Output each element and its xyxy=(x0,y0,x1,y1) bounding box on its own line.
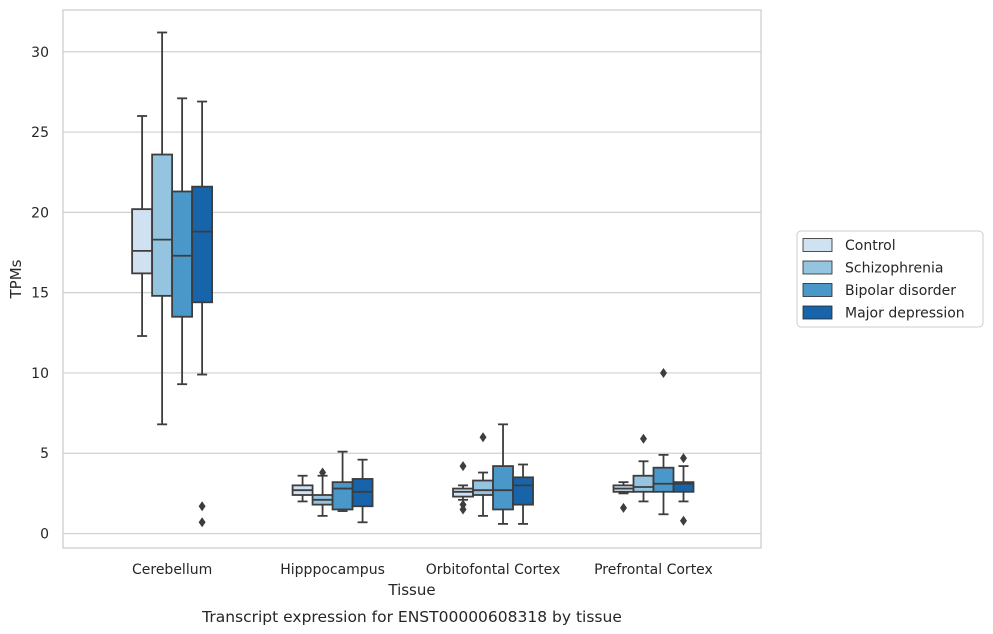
y-tick-label: 15 xyxy=(31,286,49,302)
box-major-depression-3 xyxy=(672,453,695,526)
box-major-depression-1 xyxy=(351,458,374,524)
box-body xyxy=(652,466,675,493)
legend-label: Major depression xyxy=(845,306,965,322)
x-axis-ticks: Cerebellum Hipppocampus Orbitofontal Corte… xyxy=(132,562,713,578)
legend-label: Control xyxy=(845,238,896,254)
legend: Control Schizophrenia Bipolar disorder Majo… xyxy=(796,230,984,328)
box-schizophrenia-0 xyxy=(151,31,174,426)
box-body xyxy=(151,153,174,297)
legend-label: Schizophrenia xyxy=(845,261,943,277)
y-axis-label: TPMs xyxy=(7,259,25,299)
x-tick-label: Orbitofontal Cortex xyxy=(426,562,561,578)
box-bipolar-disorder-3 xyxy=(652,367,675,516)
box-body xyxy=(512,476,534,506)
outlier-point xyxy=(319,467,327,478)
series-control xyxy=(131,115,635,515)
box-body xyxy=(492,465,514,511)
box-body xyxy=(331,481,354,511)
legend-frame xyxy=(796,230,984,328)
outlier-point xyxy=(479,432,487,443)
outlier-point xyxy=(679,515,687,526)
box-control-3 xyxy=(612,481,635,513)
series-bipolar-disorder xyxy=(171,97,675,525)
x-tick-label: Hipppocampus xyxy=(280,562,385,578)
series-schizophrenia xyxy=(151,31,655,517)
box-body xyxy=(632,474,655,493)
legend-label: Bipolar disorder xyxy=(845,283,956,299)
box-control-2 xyxy=(452,461,474,515)
box-body xyxy=(171,190,194,318)
outlier-point xyxy=(459,504,467,515)
legend-swatch xyxy=(802,283,833,297)
outlier-point xyxy=(679,453,687,464)
legend-swatch xyxy=(802,260,833,275)
legend-swatch xyxy=(802,238,833,252)
y-tick-label: 0 xyxy=(40,527,49,543)
y-tick-label: 30 xyxy=(31,45,49,61)
y-tick-label: 5 xyxy=(40,446,49,462)
legend-swatch xyxy=(802,305,833,320)
box-schizophrenia-1 xyxy=(311,467,334,517)
box-schizophrenia-2 xyxy=(472,432,494,517)
box-control-1 xyxy=(291,474,314,503)
outlier-point xyxy=(619,502,627,513)
y-tick-label: 20 xyxy=(31,205,49,221)
x-tick-label: Prefrontal Cortex xyxy=(594,562,713,578)
outlier-point xyxy=(639,433,647,444)
box-body xyxy=(672,481,695,493)
x-axis-label: Tissue xyxy=(387,581,435,599)
chart-caption: Transcript expression for ENST0000060831… xyxy=(201,608,622,626)
outlier-point xyxy=(659,367,667,378)
box-major-depression-0 xyxy=(191,100,214,528)
box-series xyxy=(131,31,695,528)
y-axis-ticks: 0 5 10 15 20 25 30 xyxy=(31,45,49,543)
box-body xyxy=(472,479,494,496)
box-body xyxy=(131,208,154,275)
box-major-depression-2 xyxy=(512,463,534,525)
box-bipolar-disorder-2 xyxy=(492,423,514,525)
y-tick-label: 10 xyxy=(31,366,49,382)
outlier-point xyxy=(198,501,206,512)
plot-area-frame xyxy=(62,9,762,549)
series-major-depression xyxy=(191,100,695,528)
box-bipolar-disorder-1 xyxy=(331,450,354,512)
outlier-point xyxy=(198,517,206,528)
box-bipolar-disorder-0 xyxy=(171,97,194,386)
y-tick-label: 25 xyxy=(31,125,49,141)
box-control-0 xyxy=(131,115,154,337)
box-body xyxy=(191,185,214,304)
x-tick-label: Cerebellum xyxy=(132,562,212,578)
outlier-point xyxy=(459,461,467,472)
box-schizophrenia-3 xyxy=(632,433,655,503)
